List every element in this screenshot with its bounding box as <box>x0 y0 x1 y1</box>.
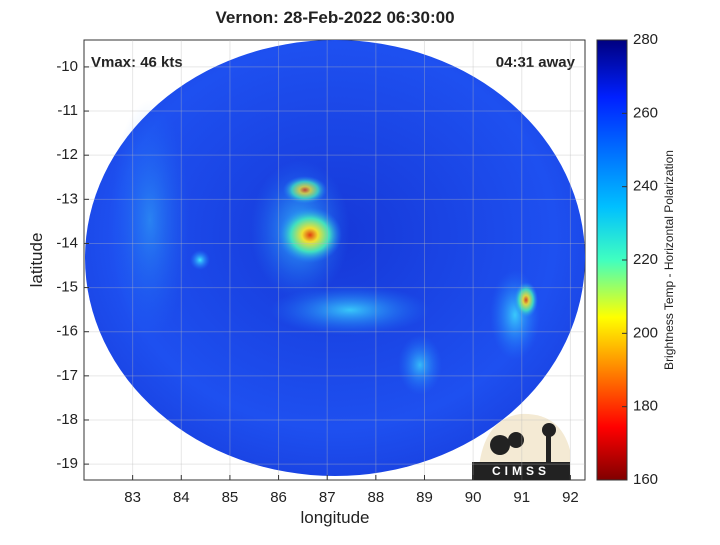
colorbar-tick-label: 180 <box>633 398 658 415</box>
x-tick-label: 85 <box>222 489 239 506</box>
satellite-image <box>85 40 585 476</box>
x-tick-label: 91 <box>513 489 530 506</box>
colorbar-tick-label: 200 <box>633 324 658 341</box>
time-annotation: 04:31 away <box>496 54 576 71</box>
x-tick-label: 89 <box>416 489 433 506</box>
y-tick-label: -13 <box>56 190 78 207</box>
y-tick-label: -11 <box>57 102 78 119</box>
x-axis-label: longitude <box>300 508 369 527</box>
colorbar-tick-label: 280 <box>633 31 658 48</box>
colorbar-tick-label: 160 <box>633 471 658 488</box>
y-tick-label: -16 <box>56 323 78 340</box>
y-tick-label: -12 <box>56 146 78 163</box>
x-tick-label: 87 <box>319 489 336 506</box>
y-tick-label: -14 <box>56 234 78 251</box>
x-tick-label: 88 <box>368 489 385 506</box>
colorbar-tick-label: 260 <box>633 104 658 121</box>
colorbar-tick-label: 240 <box>633 178 658 195</box>
y-tick-label: -18 <box>56 411 78 428</box>
vmax-annotation: Vmax: 46 kts <box>91 54 183 71</box>
y-tick-label: -17 <box>56 367 78 384</box>
x-tick-label: 90 <box>465 489 482 506</box>
colorbar-label: Brightness Temp - Horizontal Polarizatio… <box>662 150 676 370</box>
logo-text: CIMSS <box>492 464 550 478</box>
y-axis-label: latitude <box>27 233 46 288</box>
logo: CIMSS <box>472 413 570 480</box>
y-tick-label: -10 <box>56 58 78 75</box>
x-tick-label: 84 <box>173 489 190 506</box>
y-tick-label: -15 <box>56 279 78 296</box>
x-tick-label: 83 <box>124 489 141 506</box>
colorbar-tick-label: 220 <box>633 251 658 268</box>
x-tick-label: 92 <box>562 489 579 506</box>
y-tick-label: -19 <box>56 455 78 472</box>
title: Vernon: 28-Feb-2022 06:30:00 <box>215 8 454 27</box>
x-tick-label: 86 <box>270 489 287 506</box>
